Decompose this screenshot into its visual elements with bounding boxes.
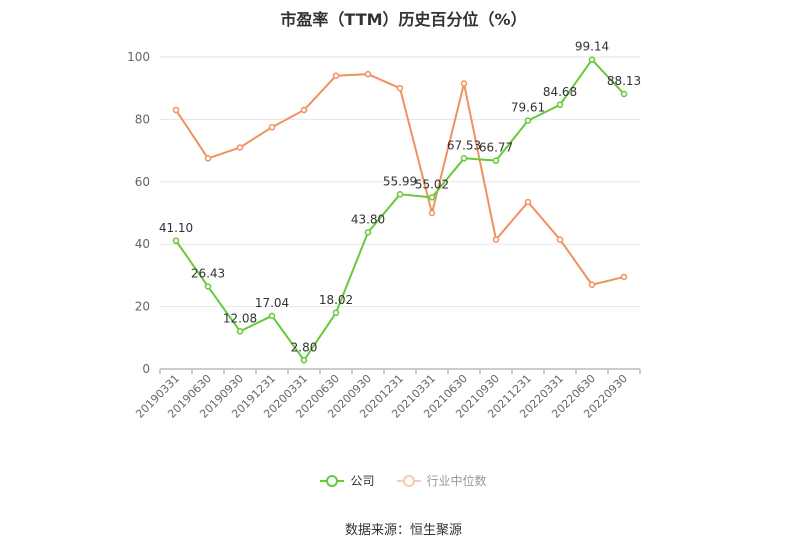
company-data-point	[428, 194, 436, 201]
industry-median-data-point	[364, 70, 372, 78]
y-tick-label: 0	[142, 362, 150, 376]
company-data-point	[268, 312, 276, 320]
chart-title: 市盈率（TTM）历史百分位（%）	[280, 10, 527, 29]
legend: 公司 行业中位数	[0, 472, 807, 489]
company-data-point	[396, 191, 404, 198]
industry-median-data-point	[588, 281, 596, 289]
company-data-point	[556, 101, 564, 109]
y-tick-label: 60	[135, 175, 150, 189]
company-data-point	[620, 90, 628, 98]
company-data-point	[588, 56, 596, 63]
legend-line-marker-icon	[396, 474, 421, 488]
company-data-label: 66.77	[479, 141, 513, 155]
company-data-point	[524, 117, 532, 124]
industry-median-data-point	[460, 80, 468, 87]
industry-median-data-point	[204, 155, 212, 162]
industry-median-data-point	[492, 236, 500, 243]
company-data-point	[204, 283, 212, 290]
industry-median-data-point	[268, 123, 276, 131]
industry-median-data-point	[300, 106, 308, 114]
legend-label-industry-median: 行业中位数	[426, 474, 487, 488]
legend-item-industry-median[interactable]: 行业中位数	[396, 472, 487, 489]
company-data-point	[460, 155, 468, 162]
industry-median-data-point	[620, 273, 628, 281]
company-data-label: 55.99	[383, 174, 417, 188]
company-data-label: 67.53	[447, 138, 481, 152]
company-data-label: 55.02	[415, 177, 449, 191]
industry-median-data-point	[172, 106, 180, 114]
industry-median-data-point	[428, 209, 436, 217]
company-data-label: 12.08	[223, 311, 257, 325]
industry-median-data-point	[236, 144, 244, 151]
y-tick-label: 100	[127, 50, 150, 64]
legend-label-company: 公司	[350, 474, 375, 488]
company-data-label: 17.04	[255, 296, 289, 310]
industry-median-data-point	[396, 84, 404, 92]
y-tick-label: 40	[135, 237, 150, 251]
company-data-point	[332, 309, 340, 317]
industry-median-data-point	[332, 72, 340, 79]
company-data-point	[300, 357, 308, 364]
industry-median-data-point	[556, 236, 564, 243]
company-data-label: 99.14	[575, 40, 609, 54]
company-data-point	[172, 237, 180, 245]
company-data-label: 2.80	[291, 340, 318, 354]
y-tick-label: 20	[135, 300, 150, 314]
company-data-label: 18.02	[319, 293, 353, 307]
company-data-label: 41.10	[159, 221, 193, 235]
company-data-label: 84.68	[543, 85, 577, 99]
company-data-label: 79.61	[511, 101, 545, 115]
legend-line-marker-icon	[320, 474, 345, 488]
company-data-label: 26.43	[191, 267, 225, 281]
company-data-point	[236, 328, 244, 335]
y-tick-label: 80	[135, 112, 150, 126]
industry-median-data-point	[524, 198, 532, 206]
company-data-label: 43.80	[351, 212, 385, 226]
data-source-note: 数据来源：恒生聚源	[344, 523, 462, 538]
company-data-point	[364, 229, 372, 236]
legend-item-company[interactable]: 公司	[320, 472, 375, 489]
company-data-point	[492, 157, 500, 164]
company-data-label: 88.13	[607, 74, 641, 88]
